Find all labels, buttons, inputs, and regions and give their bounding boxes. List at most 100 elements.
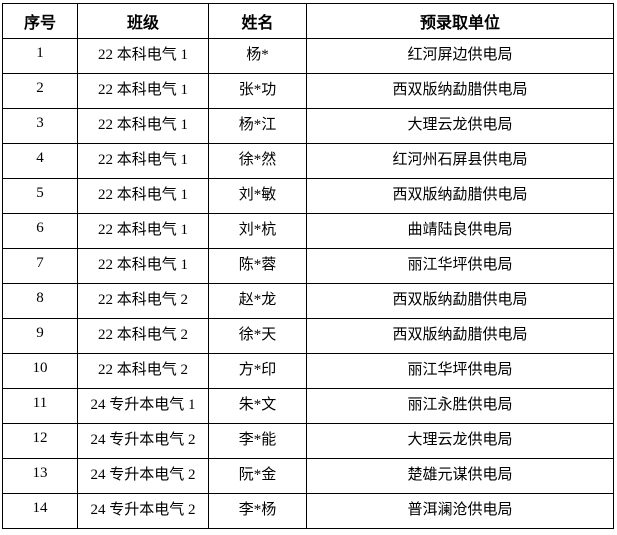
cell-name-text: 刘*敏 <box>238 186 277 203</box>
cell-name: 阮*金 <box>208 458 307 494</box>
cell-name-text: 陈*蓉 <box>238 256 277 273</box>
cell-index-text: 7 <box>36 254 44 271</box>
cell-name-text: 阮*金 <box>238 466 277 483</box>
cell-index-text: 12 <box>32 429 48 446</box>
cell-class-text: 22 本科电气 1 <box>97 186 188 203</box>
cell-index-text: 14 <box>32 499 48 516</box>
header-class: 班级 <box>77 3 209 39</box>
header-unit: 预录取单位 <box>306 3 614 39</box>
cell-unit: 曲靖陆良供电局 <box>306 213 614 249</box>
cell-unit: 西双版纳勐腊供电局 <box>306 318 614 354</box>
table-row: 14 24 专升本电气 2 李*杨 普洱澜沧供电局 <box>2 493 614 529</box>
cell-unit-text: 红河州石屏县供电局 <box>392 151 528 168</box>
cell-class-text: 24 专升本电气 2 <box>90 431 196 448</box>
cell-name-text: 方*印 <box>238 361 277 378</box>
cell-index-text: 9 <box>36 324 44 341</box>
cell-unit: 楚雄元谋供电局 <box>306 458 614 494</box>
header-row: 序号 班级 姓名 预录取单位 <box>2 3 614 39</box>
cell-class: 22 本科电气 1 <box>77 143 209 179</box>
cell-index-text: 13 <box>32 464 48 481</box>
cell-class: 22 本科电气 2 <box>77 353 209 389</box>
cell-unit-text: 丽江华坪供电局 <box>407 256 513 273</box>
cell-class-text: 24 专升本电气 2 <box>90 466 196 483</box>
cell-unit-text: 西双版纳勐腊供电局 <box>392 186 528 203</box>
cell-name: 杨*江 <box>208 108 307 144</box>
admission-table: 序号 班级 姓名 预录取单位 1 22 本科电气 1 杨* 红河屏边供电局 2 22 本科… <box>2 3 614 529</box>
table-row: 11 24 专升本电气 1 朱*文 丽江永胜供电局 <box>2 388 614 424</box>
cell-class-text: 22 本科电气 1 <box>97 46 188 63</box>
cell-name-text: 刘*杭 <box>238 221 277 238</box>
cell-class-text: 24 专升本电气 1 <box>90 396 196 413</box>
cell-unit: 大理云龙供电局 <box>306 423 614 459</box>
table-row: 5 22 本科电气 1 刘*敏 西双版纳勐腊供电局 <box>2 178 614 214</box>
cell-index: 8 <box>2 283 78 319</box>
cell-unit: 普洱澜沧供电局 <box>306 493 614 529</box>
cell-index: 3 <box>2 108 78 144</box>
cell-class-text: 22 本科电气 1 <box>97 81 188 98</box>
cell-unit-text: 西双版纳勐腊供电局 <box>392 326 528 343</box>
cell-index: 5 <box>2 178 78 214</box>
table-row: 4 22 本科电气 1 徐*然 红河州石屏县供电局 <box>2 143 614 179</box>
cell-unit-text: 丽江华坪供电局 <box>407 361 513 378</box>
cell-class-text: 22 本科电气 1 <box>97 256 188 273</box>
cell-index: 4 <box>2 143 78 179</box>
cell-name: 杨* <box>208 38 307 74</box>
cell-name-text: 杨* <box>246 46 269 63</box>
cell-index: 6 <box>2 213 78 249</box>
cell-name: 陈*蓉 <box>208 248 307 284</box>
table-row: 7 22 本科电气 1 陈*蓉 丽江华坪供电局 <box>2 248 614 284</box>
cell-name-text: 赵*龙 <box>238 291 277 308</box>
cell-name: 赵*龙 <box>208 283 307 319</box>
cell-index: 13 <box>2 458 78 494</box>
cell-unit: 丽江华坪供电局 <box>306 353 614 389</box>
cell-name: 李*能 <box>208 423 307 459</box>
cell-class-text: 22 本科电气 2 <box>97 361 188 378</box>
header-index: 序号 <box>2 3 78 39</box>
cell-name: 刘*杭 <box>208 213 307 249</box>
cell-unit: 大理云龙供电局 <box>306 108 614 144</box>
table-row: 10 22 本科电气 2 方*印 丽江华坪供电局 <box>2 353 614 389</box>
cell-name: 朱*文 <box>208 388 307 424</box>
table-row: 9 22 本科电气 2 徐*天 西双版纳勐腊供电局 <box>2 318 614 354</box>
cell-unit: 丽江永胜供电局 <box>306 388 614 424</box>
table-row: 12 24 专升本电气 2 李*能 大理云龙供电局 <box>2 423 614 459</box>
cell-class: 24 专升本电气 2 <box>77 423 209 459</box>
table-row: 8 22 本科电气 2 赵*龙 西双版纳勐腊供电局 <box>2 283 614 319</box>
cell-class-text: 22 本科电气 2 <box>97 291 188 308</box>
cell-unit-text: 楚雄元谋供电局 <box>407 466 513 483</box>
cell-index: 1 <box>2 38 78 74</box>
cell-name-text: 李*杨 <box>238 501 277 518</box>
cell-unit-text: 普洱澜沧供电局 <box>407 501 513 518</box>
table-row: 2 22 本科电气 1 张*功 西双版纳勐腊供电局 <box>2 73 614 109</box>
cell-name: 徐*天 <box>208 318 307 354</box>
cell-unit-text: 丽江永胜供电局 <box>407 396 513 413</box>
cell-unit: 西双版纳勐腊供电局 <box>306 178 614 214</box>
cell-class: 22 本科电气 1 <box>77 248 209 284</box>
header-name: 姓名 <box>208 3 307 39</box>
cell-index-text: 6 <box>36 219 44 236</box>
cell-index: 12 <box>2 423 78 459</box>
cell-class-text: 24 专升本电气 2 <box>90 501 196 518</box>
cell-index: 2 <box>2 73 78 109</box>
cell-name: 张*功 <box>208 73 307 109</box>
cell-index: 9 <box>2 318 78 354</box>
cell-unit: 红河州石屏县供电局 <box>306 143 614 179</box>
cell-index-text: 8 <box>36 289 44 306</box>
cell-class: 22 本科电气 1 <box>77 38 209 74</box>
cell-unit: 西双版纳勐腊供电局 <box>306 283 614 319</box>
table-row: 1 22 本科电气 1 杨* 红河屏边供电局 <box>2 38 614 74</box>
cell-class: 22 本科电气 1 <box>77 108 209 144</box>
cell-class: 22 本科电气 1 <box>77 178 209 214</box>
cell-index-text: 3 <box>36 114 44 131</box>
cell-index-text: 5 <box>36 184 44 201</box>
cell-class-text: 22 本科电气 1 <box>97 116 188 133</box>
cell-unit-text: 西双版纳勐腊供电局 <box>392 81 528 98</box>
cell-index-text: 2 <box>36 79 44 96</box>
cell-name-text: 徐*然 <box>238 151 277 168</box>
cell-unit-text: 红河屏边供电局 <box>407 46 513 63</box>
cell-index: 7 <box>2 248 78 284</box>
cell-name-text: 徐*天 <box>238 326 277 343</box>
cell-class-text: 22 本科电气 1 <box>97 151 188 168</box>
cell-index-text: 10 <box>32 359 48 376</box>
cell-class: 24 专升本电气 1 <box>77 388 209 424</box>
